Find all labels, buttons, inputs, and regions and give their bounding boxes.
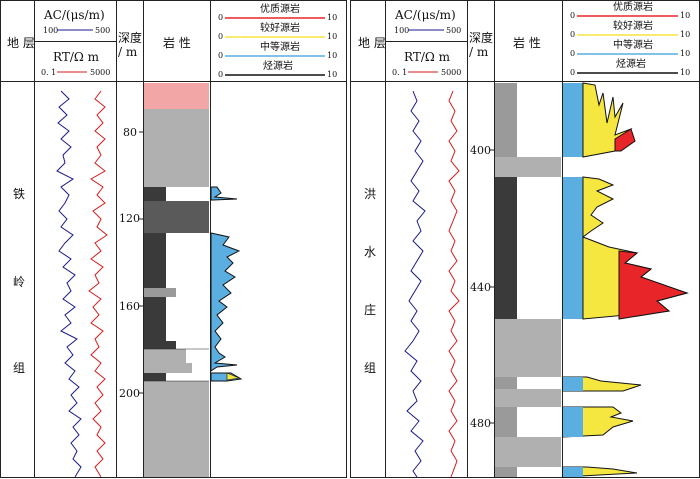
rt-header: RT/Ω m xyxy=(404,50,451,64)
legend-label-medium: 中等源岩 xyxy=(613,40,653,51)
ac-scale-min: 100 xyxy=(394,26,410,35)
legend-label-good: 较好源岩 xyxy=(613,21,653,32)
legend-max-3: 10 xyxy=(680,49,691,58)
rt-header: RT/Ω m xyxy=(53,50,100,64)
ac-scale-max: 500 xyxy=(95,26,111,35)
rt-scale-max: 5000 xyxy=(90,68,111,77)
ac-scale-min: 100 xyxy=(43,26,59,35)
ac-header: AC/(μs/m) xyxy=(44,8,105,22)
formation-char-4: 组 xyxy=(364,361,377,375)
lithology-header: 岩 性 xyxy=(513,36,541,50)
legend-min-2: 0 xyxy=(570,30,576,39)
legend-label-source-rock: 烃源岩 xyxy=(263,61,293,72)
depth-header: 深度 / m xyxy=(118,31,143,59)
formation-header: 地 层 xyxy=(358,36,386,50)
legend-min-1: 0 xyxy=(570,11,576,20)
legend-min-4: 0 xyxy=(570,68,576,77)
lithology-header: 岩 性 xyxy=(163,36,191,50)
legend-max-3: 10 xyxy=(327,51,338,60)
formation-header: 地 层 xyxy=(7,36,35,50)
formation-char-3: 庄 xyxy=(364,303,377,317)
legend-min-3: 0 xyxy=(218,51,224,60)
depth-header: 深度 / m xyxy=(469,31,494,59)
left-log-graphics xyxy=(56,17,325,478)
depth-tick-200: 200 xyxy=(119,387,140,400)
legend-label-medium: 中等源岩 xyxy=(260,42,300,53)
formation-char-2: 水 xyxy=(364,245,377,259)
legend-max-2: 10 xyxy=(680,30,691,39)
legend-min-1: 0 xyxy=(218,13,224,22)
formation-char-3: 组 xyxy=(13,361,26,375)
legend-max-4: 10 xyxy=(680,68,691,77)
legend-label-good: 较好源岩 xyxy=(260,23,300,34)
depth-tick-160: 160 xyxy=(119,300,140,313)
legend-min-3: 0 xyxy=(570,49,576,58)
depth-tick-400: 400 xyxy=(470,144,491,157)
legend-label-source-rock: 烃源岩 xyxy=(616,59,646,70)
depth-tick-480: 480 xyxy=(470,417,491,430)
legend-max-4: 10 xyxy=(327,70,338,79)
rt-scale-min: 0. 1 xyxy=(41,68,57,77)
depth-tick-440: 440 xyxy=(470,281,491,294)
depth-tick-80: 80 xyxy=(123,126,137,139)
legend-label-high-quality: 优质源岩 xyxy=(260,4,300,15)
right-log-graphics xyxy=(404,15,689,478)
legend-min-4: 0 xyxy=(218,70,224,79)
legend-max-2: 10 xyxy=(327,32,338,41)
rt-scale-max: 5000 xyxy=(441,68,462,77)
formation-char-2: 岭 xyxy=(13,275,26,289)
left-log-panel: 地 层 AC/(μs/m) 100 500 RT/Ω m 0. 1 5000 深… xyxy=(0,0,347,478)
ac-header: AC/(μs/m) xyxy=(395,8,456,22)
rt-scale-min: 0. 1 xyxy=(392,68,408,77)
legend-min-2: 0 xyxy=(218,32,224,41)
right-log-panel: 地 层 AC/(μs/m) 100 500 RT/Ω m 0. 1 5000 深… xyxy=(350,0,700,478)
depth-tick-120: 120 xyxy=(119,212,140,225)
formation-char-1: 洪 xyxy=(364,187,377,201)
formation-char-1: 铁 xyxy=(13,187,26,201)
legend-max-1: 10 xyxy=(327,13,338,22)
legend-max-1: 10 xyxy=(680,11,691,20)
ac-scale-max: 500 xyxy=(446,26,462,35)
legend-label-high-quality: 优质源岩 xyxy=(613,2,653,13)
